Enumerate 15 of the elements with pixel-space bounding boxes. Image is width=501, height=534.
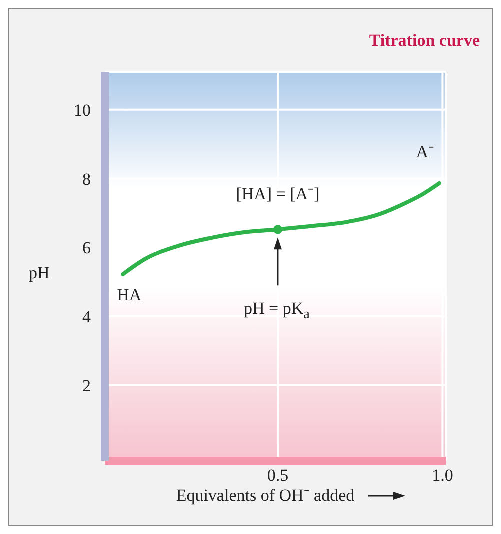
annotation: [HA] = [A⁻]	[236, 184, 320, 204]
y-axis-title: pH	[29, 264, 50, 282]
y-tick-label: 4	[82, 307, 92, 326]
y-tick-label: 2	[82, 376, 91, 396]
chart-title: Titration curve	[369, 31, 480, 51]
x-axis-title: Equivalents of OH⁻ added	[176, 486, 356, 505]
y-tick-label: 10	[74, 100, 91, 120]
y-tick-label: 8	[82, 170, 91, 189]
annotation: A⁻	[416, 142, 435, 162]
annotation: pH = pK$_{a}$	[244, 299, 310, 324]
x-tick-label: 1.0	[432, 466, 454, 486]
line-series	[121, 182, 442, 276]
annotation: HA	[117, 285, 142, 304]
y-tick-label: 6	[82, 238, 91, 258]
x-tick-label: 0.5	[267, 466, 289, 486]
